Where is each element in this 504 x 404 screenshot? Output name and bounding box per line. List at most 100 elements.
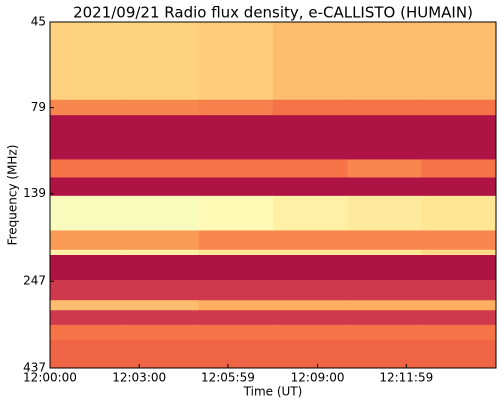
heatmap-cell [198,99,274,116]
heatmap-cell [198,115,274,160]
heatmap-cell [50,195,125,231]
heatmap-cell [124,195,200,231]
heatmap-cell [50,255,125,281]
heatmap-cell [273,22,348,101]
y-tick-label: 79 [31,100,46,114]
heatmap-cell [198,22,274,101]
heatmap-cell [421,300,497,311]
heatmap-cell [347,159,423,178]
heatmap-cell [124,159,200,178]
heatmap-cell [347,300,423,311]
heatmap-cell [273,177,348,197]
heatmap-cell [421,159,497,178]
heatmap-cell [198,195,274,231]
heatmap-cell [124,22,200,101]
heatmap-cell [124,279,200,301]
heatmap-cell [198,255,274,281]
heatmap-cell [421,310,497,326]
heatmap-cell [50,324,125,341]
heatmap-cell [273,99,348,116]
heatmap-cell [198,249,274,256]
heatmap-cell [347,249,423,256]
heatmap-cell [347,230,423,251]
heatmap-cell [421,255,497,281]
heatmap-cell [421,249,497,256]
heatmap-cell [421,195,497,231]
heatmap-cell [273,324,348,341]
heatmap-cell [273,230,348,251]
heatmap-cell [124,324,200,341]
heatmap-cell [124,249,200,256]
heatmap-cell [124,310,200,326]
heatmap-cell [273,255,348,281]
heatmap-cell [198,310,274,326]
heatmap-cell [124,255,200,281]
x-tick-label: 12:11:59 [379,371,433,385]
heatmap-cell [198,340,274,369]
heatmap-cell [347,195,423,231]
heatmap-cell [198,230,274,251]
heatmap-cell [198,159,274,178]
heatmap-cell [50,99,125,116]
x-tick-label: 12:09:00 [291,371,345,385]
heatmap-cell [124,115,200,160]
heatmap-cell [347,340,423,369]
heatmap-cell [50,230,125,251]
x-tick-label: 12:03:00 [112,371,166,385]
x-tick-label: 12:00:00 [23,371,77,385]
y-axis-label: Frequency (MHz) [6,145,20,246]
heatmap-cell [50,115,125,160]
heatmap-cell [347,324,423,341]
heatmap-cell [347,177,423,197]
heatmap-cell [50,177,125,197]
heatmap-cell [124,300,200,311]
heatmap-cell [198,300,274,311]
heatmap-cell [347,99,423,116]
heatmap-cell [421,324,497,341]
heatmap-cell [421,279,497,301]
heatmap-cell [421,230,497,251]
heatmap-cell [273,195,348,231]
heatmap-cell [50,310,125,326]
plot-frame [49,21,497,369]
heatmap-cell [273,249,348,256]
x-tick-label: 12:05:59 [201,371,255,385]
heatmap-cell [347,279,423,301]
x-axis-label: Time (UT) [243,385,303,399]
heatmap-cell [273,340,348,369]
heatmap-cell [50,300,125,311]
y-tick-label: 139 [23,186,46,200]
heatmap-cell [124,99,200,116]
heatmap-cell [124,177,200,197]
heatmap-cell [273,279,348,301]
heatmap-cell [421,99,497,116]
heatmap-cell [421,22,497,101]
heatmap-cell [347,310,423,326]
heatmap-cell [50,340,125,369]
heatmap-cell [421,177,497,197]
heatmap-cell [421,115,497,160]
heatmap-cell [347,22,423,101]
heatmap-cell [198,177,274,197]
heatmap-cell [50,279,125,301]
heatmap-cell [198,279,274,301]
y-tick-label: 45 [31,15,46,29]
y-tick-label: 437 [23,361,46,375]
heatmap-cell [347,115,423,160]
heatmap-cell [273,300,348,311]
y-tick-label: 247 [23,274,46,288]
heatmap-cell [347,255,423,281]
heatmap-cell [273,115,348,160]
heatmap-cell [124,230,200,251]
heatmap-cell [50,249,125,256]
heatmap-cell [273,159,348,178]
heatmap-cell [50,22,125,101]
heatmap-cell [198,324,274,341]
heatmap-cell [124,340,200,369]
heatmap-cell [421,340,497,369]
chart-title: 2021/09/21 Radio flux density, e-CALLIST… [73,4,473,22]
heatmap-cell [50,159,125,178]
heatmap-cell [273,310,348,326]
